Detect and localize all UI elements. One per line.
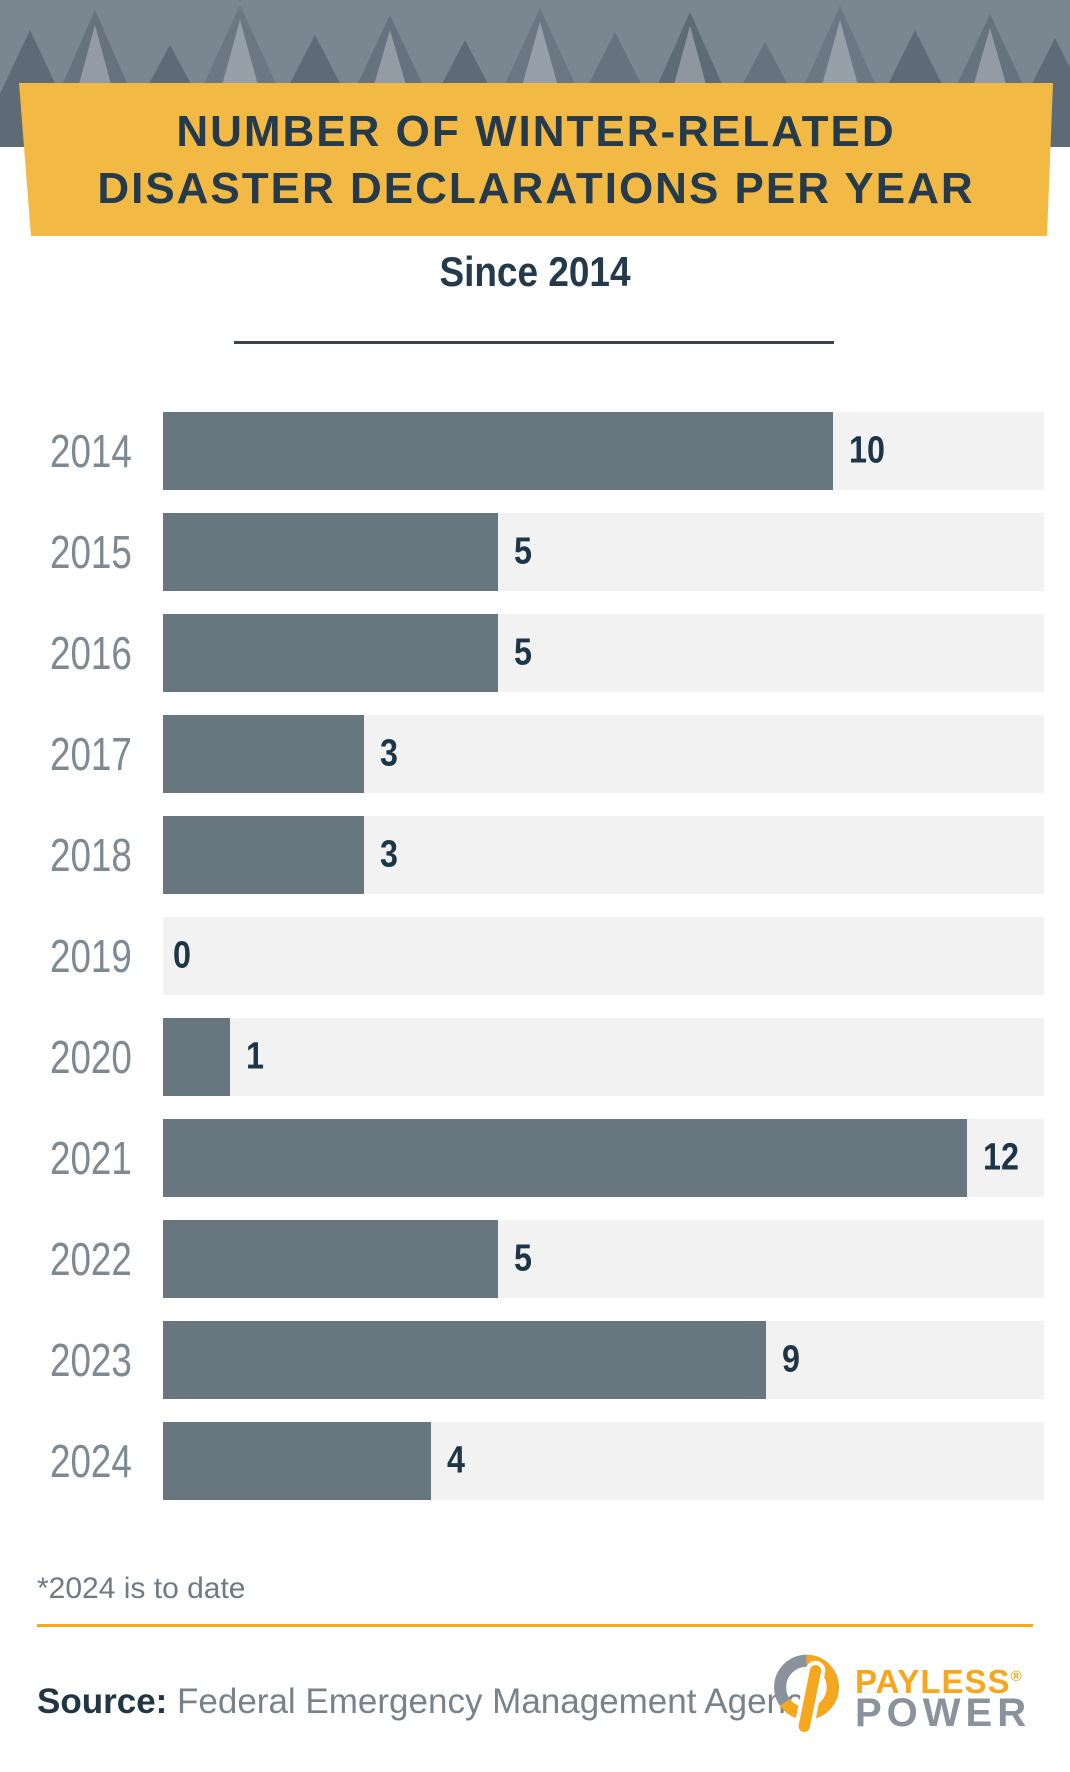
chart-row: 2023 9: [50, 1321, 1044, 1399]
payless-power-wordmark: PAYLESS® POWER: [855, 1662, 1032, 1735]
page-title-line-2: DISASTER DECLARATIONS PER YEAR: [97, 163, 975, 213]
year-label: 2019: [50, 930, 132, 982]
page-title-line-1: NUMBER OF WINTER-RELATED: [176, 106, 896, 156]
subtitle-divider: [234, 341, 834, 344]
chart-row: 2024 4: [50, 1422, 1044, 1500]
bar-chart: 2014 10 2015 5 2016 5 2017 3 2018 3 2019 0 2020 1 2021…: [50, 412, 1044, 1523]
year-label: 2015: [50, 526, 132, 578]
bar: [163, 1321, 766, 1399]
title-banner: NUMBER OF WINTER-RELATED DISASTER DECLAR…: [19, 83, 1053, 236]
source-line: Source: Federal Emergency Management Age…: [37, 1682, 821, 1722]
value-label: 4: [447, 1439, 465, 1482]
year-label: 2024: [50, 1435, 132, 1487]
value-label: 3: [380, 732, 398, 775]
bar: [163, 513, 498, 591]
bar-track: 1: [163, 1018, 1044, 1096]
value-label: 10: [849, 429, 885, 472]
chart-row: 2019 0: [50, 917, 1044, 995]
source-label: Source:: [37, 1682, 168, 1721]
bar: [163, 1422, 431, 1500]
year-label: 2020: [50, 1031, 132, 1083]
payless-power-icon: [774, 1654, 839, 1737]
value-label: 12: [983, 1136, 1019, 1179]
logo-line-power: POWER: [855, 1691, 1032, 1735]
bar: [163, 412, 833, 490]
bar-track: 10: [163, 412, 1044, 490]
bar-track: 12: [163, 1119, 1044, 1197]
chart-row: 2018 3: [50, 816, 1044, 894]
footer-divider: [37, 1624, 1033, 1627]
chart-row: 2021 12: [50, 1119, 1044, 1197]
bar-track: 4: [163, 1422, 1044, 1500]
year-label: 2022: [50, 1233, 132, 1285]
payless-power-logo: PAYLESS® POWER: [770, 1648, 1031, 1752]
chart-row: 2014 10: [50, 412, 1044, 490]
value-label: 0: [173, 934, 191, 977]
bar: [163, 614, 498, 692]
bar-track: 5: [163, 1220, 1044, 1298]
bar-track: 3: [163, 715, 1044, 793]
bar-track: 5: [163, 513, 1044, 591]
chart-row: 2015 5: [50, 513, 1044, 591]
chart-row: 2020 1: [50, 1018, 1044, 1096]
bar: [163, 1119, 967, 1197]
bar: [163, 1220, 498, 1298]
bar-track: 9: [163, 1321, 1044, 1399]
value-label: 5: [514, 1237, 532, 1280]
bar-track: 5: [163, 614, 1044, 692]
year-label: 2018: [50, 829, 132, 881]
year-label: 2021: [50, 1132, 132, 1184]
value-label: 1: [246, 1035, 264, 1078]
value-label: 5: [514, 530, 532, 573]
chart-subtitle: Since 2014: [439, 248, 631, 295]
year-label: 2023: [50, 1334, 132, 1386]
value-label: 3: [380, 833, 398, 876]
chart-row: 2016 5: [50, 614, 1044, 692]
chart-row: 2017 3: [50, 715, 1044, 793]
value-label: 5: [514, 631, 532, 674]
bar: [163, 1018, 230, 1096]
chart-row: 2022 5: [50, 1220, 1044, 1298]
bar: [163, 816, 364, 894]
bar-track: 3: [163, 816, 1044, 894]
year-label: 2016: [50, 627, 132, 679]
footnote: *2024 is to date: [37, 1572, 246, 1605]
registered-mark: ®: [1010, 1668, 1023, 1685]
bar-track: 0: [163, 917, 1044, 995]
bar: [163, 715, 364, 793]
year-label: 2017: [50, 728, 132, 780]
source-text: Federal Emergency Management Agency: [167, 1682, 821, 1721]
value-label: 9: [782, 1338, 800, 1381]
year-label: 2014: [50, 425, 132, 477]
logo-line-payless: PAYLESS®: [855, 1663, 1023, 1700]
